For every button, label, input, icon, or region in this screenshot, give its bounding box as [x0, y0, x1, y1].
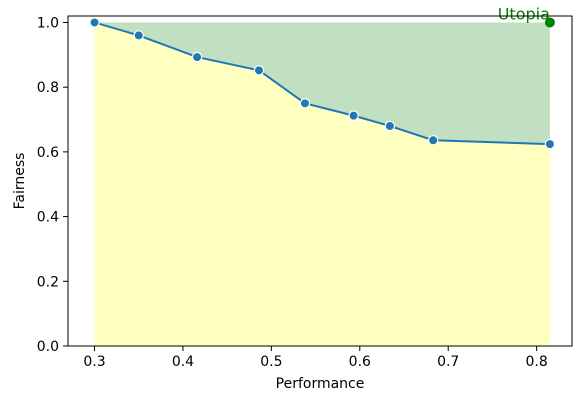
x-tick-label: 0.6	[349, 354, 371, 370]
y-tick-label: 0.8	[37, 80, 59, 96]
y-tick-label: 0.2	[37, 274, 59, 290]
utopia-label: Utopia	[498, 4, 550, 23]
data-point	[253, 65, 265, 76]
data-point	[89, 17, 100, 28]
x-tick-label: 0.3	[83, 354, 105, 370]
annotation-group: Utopia	[498, 4, 555, 28]
data-point	[427, 135, 439, 146]
data-point	[191, 51, 203, 63]
y-tick-label: 1.0	[37, 15, 59, 31]
y-tick-label: 0.6	[37, 145, 59, 161]
x-tick-label: 0.7	[437, 354, 459, 370]
y-axis-label: Fairness	[12, 153, 28, 210]
x-tick-label: 0.5	[260, 354, 282, 370]
plot-frame	[67, 15, 573, 347]
y-tick-label: 0.4	[37, 210, 59, 226]
data-point	[544, 138, 556, 150]
y-tick-label: 0.0	[37, 339, 59, 355]
x-axis: 0.3 0.4 0.5 0.6 0.7 0.8	[83, 346, 548, 370]
y-axis: 0.0 0.2 0.4 0.6 0.8 1.0	[37, 15, 68, 355]
fill-regions	[94, 22, 550, 347]
x-tick-label: 0.4	[172, 354, 194, 370]
data-point	[384, 120, 396, 132]
data-point	[133, 30, 144, 41]
data-point	[348, 110, 359, 121]
fill-above-curve	[94, 22, 550, 145]
x-axis-label: Performance	[276, 376, 365, 392]
data-point	[299, 98, 311, 109]
series-group	[89, 17, 556, 150]
x-tick-label: 0.8	[525, 354, 547, 370]
fill-below-curve	[94, 22, 550, 347]
utopia-point	[544, 17, 555, 28]
